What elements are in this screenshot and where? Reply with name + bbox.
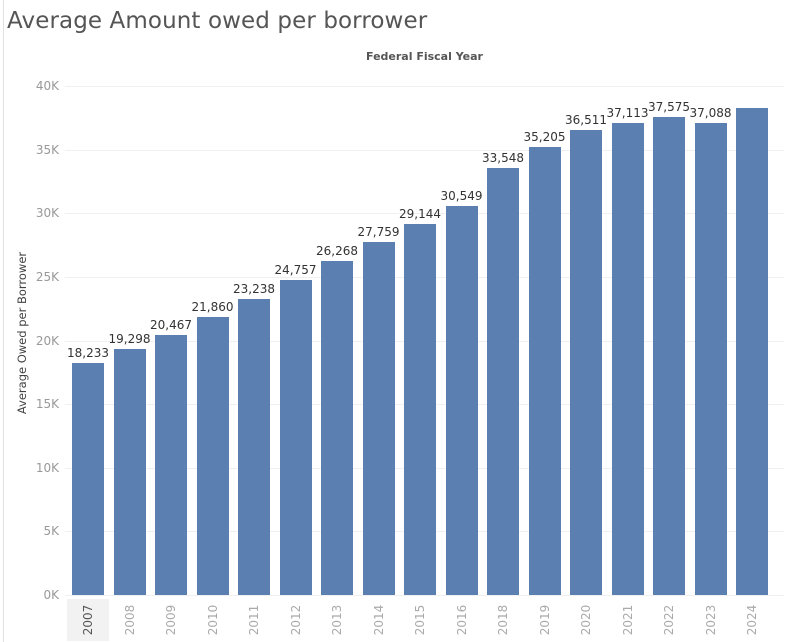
gridline bbox=[65, 86, 784, 87]
y-tick-label: 0K bbox=[43, 588, 59, 602]
data-label: 37,575 bbox=[648, 99, 690, 114]
x-tick-2015[interactable]: 2015 bbox=[399, 599, 441, 641]
x-tick-2007[interactable]: 2007 bbox=[67, 599, 109, 641]
x-tick-label: 2019 bbox=[537, 604, 552, 636]
data-label: 35,205 bbox=[523, 130, 566, 145]
x-tick-label: 2020 bbox=[579, 604, 593, 636]
chart-title: Average Amount owed per borrower bbox=[7, 8, 428, 34]
data-label: 37,088 bbox=[689, 106, 732, 121]
bar-2016[interactable] bbox=[445, 206, 478, 595]
y-tick-label: 20K bbox=[35, 333, 59, 348]
x-tick-label: 2022 bbox=[662, 604, 676, 636]
x-tick-2020[interactable]: 2020 bbox=[565, 599, 607, 641]
x-tick-label: 2008 bbox=[122, 604, 137, 636]
x-tick-label: 2010 bbox=[205, 604, 220, 636]
bar-2022[interactable] bbox=[653, 116, 685, 595]
y-tick-label: 25K bbox=[35, 269, 59, 284]
y-tick-label: 30K bbox=[35, 206, 59, 221]
data-label: 19,298 bbox=[108, 332, 151, 347]
data-label: 18,233 bbox=[67, 345, 109, 360]
data-label: 29,144 bbox=[399, 207, 441, 222]
x-tick-label: 2024 bbox=[745, 604, 759, 636]
plot-area: 0K 5K 10K 15K 20K 25K 30K 35K 40K 18,233 19,298 20,… bbox=[36, 79, 784, 602]
data-label: 36,511 bbox=[565, 113, 607, 128]
x-tick-2013[interactable]: 2013 bbox=[316, 599, 358, 641]
x-tick-label: 2015 bbox=[413, 604, 427, 636]
x-tick-2012[interactable]: 2012 bbox=[275, 599, 317, 641]
x-tick-label: 2021 bbox=[620, 604, 635, 636]
x-tick-2016[interactable]: 2016 bbox=[441, 599, 483, 641]
x-tick-label: 2014 bbox=[371, 604, 386, 636]
frame-border bbox=[3, 0, 4, 642]
bar-2008[interactable] bbox=[113, 349, 146, 595]
x-tick-label: 2023 bbox=[703, 604, 718, 636]
data-label: 20,467 bbox=[150, 317, 192, 332]
x-tick-label: 2013 bbox=[330, 604, 344, 636]
bar-2020[interactable] bbox=[570, 130, 602, 595]
y-tick-label: 35K bbox=[35, 142, 59, 157]
data-label: 37,113 bbox=[606, 105, 649, 120]
column-header: Federal Fiscal Year bbox=[366, 50, 483, 63]
x-tick-2021[interactable]: 2021 bbox=[607, 599, 649, 641]
data-label: 23,238 bbox=[233, 282, 275, 297]
x-tick-2024[interactable]: 2024 bbox=[731, 599, 773, 641]
y-tick-label: 5K bbox=[43, 524, 59, 539]
x-tick-label: 2016 bbox=[454, 604, 469, 636]
gridline bbox=[65, 595, 784, 596]
x-tick-label: 2011 bbox=[247, 604, 261, 636]
x-tick-2008[interactable]: 2008 bbox=[109, 599, 151, 641]
bar-2018[interactable] bbox=[487, 168, 519, 595]
gridline bbox=[65, 213, 784, 215]
bar-2014[interactable] bbox=[362, 241, 395, 595]
y-tick-label: 15K bbox=[35, 397, 59, 412]
x-tick-2023[interactable]: 2023 bbox=[690, 599, 732, 641]
x-tick-2009[interactable]: 2009 bbox=[150, 599, 192, 641]
bar-2013[interactable] bbox=[321, 260, 353, 595]
data-label: 26,268 bbox=[316, 243, 358, 258]
bar-2007[interactable] bbox=[72, 363, 104, 595]
x-tick-2011[interactable]: 2011 bbox=[233, 599, 275, 641]
x-tick-label: 2009 bbox=[164, 604, 178, 636]
x-tick-label: 2012 bbox=[288, 604, 303, 636]
bar-2012[interactable] bbox=[279, 279, 312, 595]
x-tick-2018[interactable]: 2018 bbox=[482, 599, 524, 641]
y-axis-title: Average Owed per Borrower bbox=[15, 251, 29, 415]
x-tick-label: 2007 bbox=[81, 604, 95, 636]
y-tick-label: 10K bbox=[35, 460, 59, 475]
bar-2009[interactable] bbox=[155, 334, 187, 595]
x-tick-2010[interactable]: 2010 bbox=[192, 599, 234, 641]
bar-2010[interactable] bbox=[196, 316, 229, 595]
data-label: 33,548 bbox=[482, 151, 524, 166]
bar-2024[interactable] bbox=[736, 107, 768, 595]
data-label: 30,549 bbox=[440, 189, 483, 204]
data-label: 27,759 bbox=[357, 224, 400, 239]
bar-2011[interactable] bbox=[238, 299, 270, 595]
x-tick-2014[interactable]: 2014 bbox=[358, 599, 400, 641]
bar-2021[interactable] bbox=[611, 122, 644, 595]
bar-2015[interactable] bbox=[404, 224, 436, 595]
data-label: 21,860 bbox=[191, 299, 234, 314]
data-label: 24,757 bbox=[274, 262, 317, 277]
x-tick-label: 2018 bbox=[496, 604, 510, 636]
y-tick-label: 40K bbox=[35, 79, 59, 93]
gridline bbox=[65, 149, 784, 151]
x-tick-2019[interactable]: 2019 bbox=[524, 599, 566, 641]
bar-2023[interactable] bbox=[694, 123, 727, 595]
x-tick-2022[interactable]: 2022 bbox=[648, 599, 690, 641]
bar-2019[interactable] bbox=[528, 147, 561, 595]
